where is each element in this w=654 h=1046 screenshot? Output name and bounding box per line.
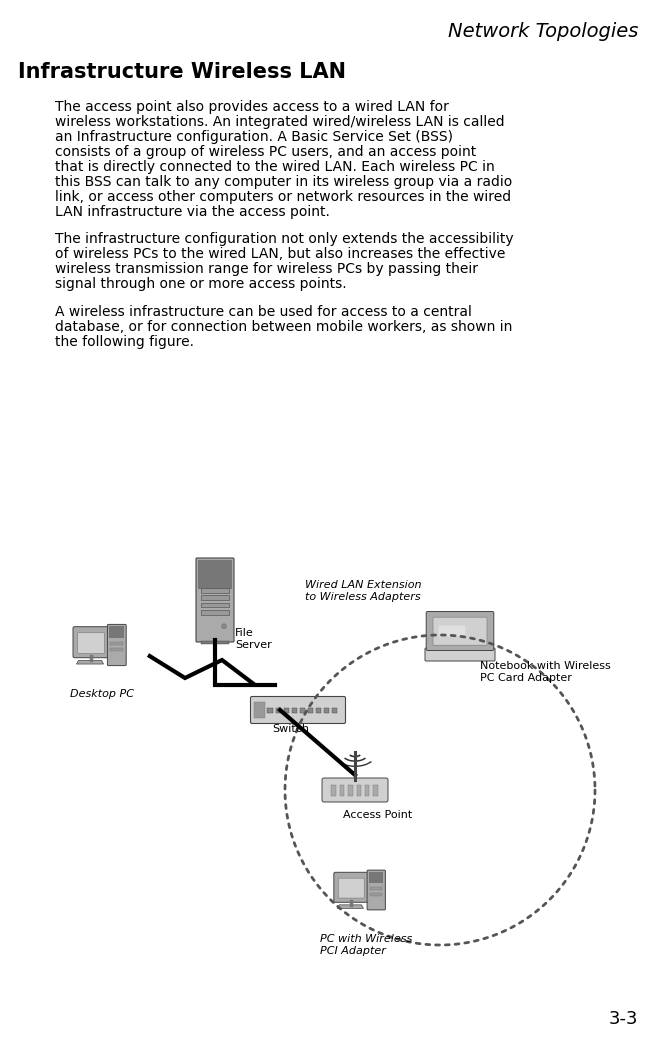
Text: this BSS can talk to any computer in its wireless group via a radio: this BSS can talk to any computer in its… xyxy=(55,175,512,189)
Bar xyxy=(109,627,124,638)
Text: database, or for connection between mobile workers, as shown in: database, or for connection between mobi… xyxy=(55,320,512,334)
Circle shape xyxy=(222,623,226,629)
Text: Access Point: Access Point xyxy=(343,810,412,820)
Text: The access point also provides access to a wired LAN for: The access point also provides access to… xyxy=(55,100,449,114)
Bar xyxy=(356,784,361,796)
Text: 3-3: 3-3 xyxy=(608,1010,638,1028)
Bar xyxy=(292,707,297,713)
Text: wireless transmission range for wireless PCs by passing their: wireless transmission range for wireless… xyxy=(55,262,478,276)
Text: Infrastructure Wireless LAN: Infrastructure Wireless LAN xyxy=(18,62,346,82)
Bar xyxy=(275,707,281,713)
FancyBboxPatch shape xyxy=(439,626,465,636)
FancyBboxPatch shape xyxy=(196,558,234,642)
Bar xyxy=(111,647,123,651)
Bar xyxy=(201,595,229,600)
Bar xyxy=(300,707,305,713)
Text: wireless workstations. An integrated wired/wireless LAN is called: wireless workstations. An integrated wir… xyxy=(55,115,505,129)
Bar xyxy=(365,784,370,796)
Text: Desktop PC: Desktop PC xyxy=(70,689,134,699)
Bar xyxy=(260,707,264,713)
FancyBboxPatch shape xyxy=(107,624,126,665)
FancyBboxPatch shape xyxy=(78,633,105,654)
FancyBboxPatch shape xyxy=(425,649,495,661)
Bar xyxy=(370,892,383,895)
Bar xyxy=(340,784,344,796)
Polygon shape xyxy=(77,660,103,664)
Text: that is directly connected to the wired LAN. Each wireless PC in: that is directly connected to the wired … xyxy=(55,160,494,174)
FancyBboxPatch shape xyxy=(334,872,369,903)
FancyBboxPatch shape xyxy=(433,617,487,645)
Bar xyxy=(111,642,123,645)
Text: signal through one or more access points.: signal through one or more access points… xyxy=(55,277,347,291)
Bar xyxy=(308,707,313,713)
Bar xyxy=(201,641,230,644)
Text: File
Server: File Server xyxy=(235,628,272,650)
Bar xyxy=(267,707,273,713)
Bar xyxy=(201,610,229,615)
FancyBboxPatch shape xyxy=(367,870,385,910)
Bar xyxy=(316,707,321,713)
FancyBboxPatch shape xyxy=(73,627,109,658)
Text: an Infrastructure configuration. A Basic Service Set (BSS): an Infrastructure configuration. A Basic… xyxy=(55,130,453,144)
Text: Switch: Switch xyxy=(272,724,309,734)
Text: LAN infrastructure via the access point.: LAN infrastructure via the access point. xyxy=(55,205,330,219)
Bar xyxy=(332,707,337,713)
Text: A wireless infrastructure can be used for access to a central: A wireless infrastructure can be used fo… xyxy=(55,305,472,319)
Text: the following figure.: the following figure. xyxy=(55,335,194,349)
Bar xyxy=(201,602,229,608)
Bar xyxy=(198,560,232,589)
FancyBboxPatch shape xyxy=(322,778,388,802)
Bar xyxy=(284,707,288,713)
Text: The infrastructure configuration not only extends the accessibility: The infrastructure configuration not onl… xyxy=(55,232,513,246)
Text: of wireless PCs to the wired LAN, but also increases the effective: of wireless PCs to the wired LAN, but al… xyxy=(55,247,506,262)
Text: link, or access other computers or network resources in the wired: link, or access other computers or netwo… xyxy=(55,190,511,204)
Bar xyxy=(370,887,383,890)
Bar xyxy=(373,784,377,796)
Bar xyxy=(201,588,229,593)
Bar xyxy=(369,872,383,884)
Text: Notebook with Wireless
PC Card Adapter: Notebook with Wireless PC Card Adapter xyxy=(480,661,611,683)
FancyBboxPatch shape xyxy=(338,879,364,899)
Bar xyxy=(332,784,336,796)
Bar xyxy=(324,707,329,713)
Polygon shape xyxy=(337,905,364,908)
Text: Wired LAN Extension
to Wireless Adapters: Wired LAN Extension to Wireless Adapters xyxy=(305,579,421,601)
Text: PC with Wireless
PCI Adapter: PC with Wireless PCI Adapter xyxy=(320,934,412,956)
FancyBboxPatch shape xyxy=(426,612,494,651)
FancyBboxPatch shape xyxy=(250,697,345,724)
Text: consists of a group of wireless PC users, and an access point: consists of a group of wireless PC users… xyxy=(55,145,476,159)
Bar xyxy=(348,784,353,796)
Text: Network Topologies: Network Topologies xyxy=(447,22,638,41)
Bar xyxy=(254,702,265,719)
